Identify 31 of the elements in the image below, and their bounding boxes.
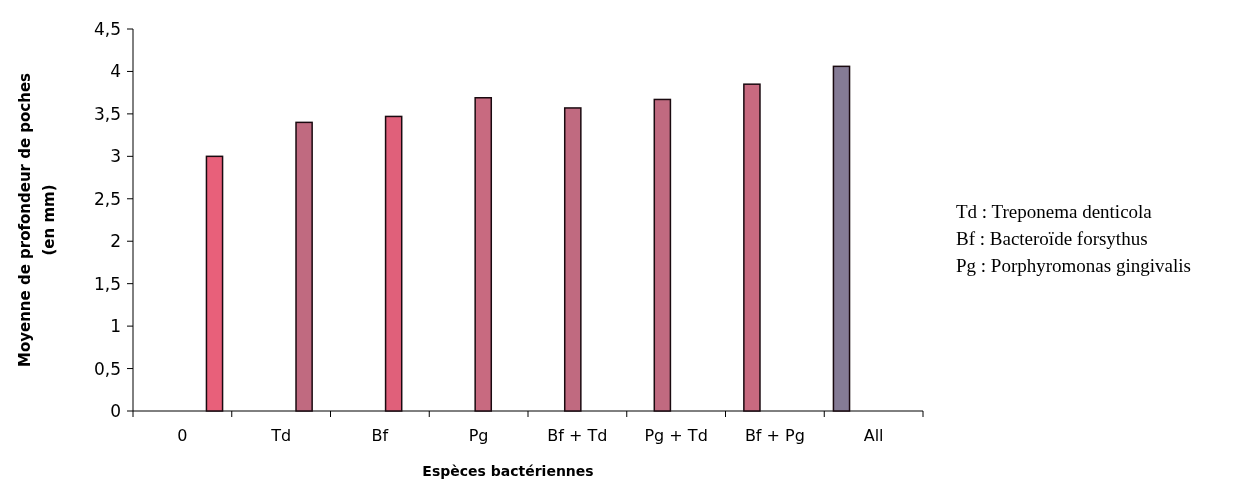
x-tick-label: Pg (468, 426, 489, 445)
x-tick-label: All (863, 426, 884, 445)
bar (832, 65, 851, 412)
bar (295, 121, 313, 412)
x-tick-label: Pg + Td (644, 426, 708, 445)
y-tick-label: 3,5 (93, 103, 121, 124)
bar (653, 98, 672, 412)
x-tick-label: 0 (177, 426, 188, 445)
y-tick-label: 1 (110, 316, 121, 337)
y-axis-title: Moyenne de profondeur de poches (en mm) (16, 72, 58, 368)
x-axis-title: Espèces bactériennes (422, 463, 594, 479)
x-tick-label: Td (270, 426, 292, 445)
bar (205, 155, 224, 412)
bar (563, 107, 582, 412)
y-tick-label: 4,5 (93, 18, 121, 39)
y-tick-label: 1,5 (93, 273, 121, 294)
bar (474, 97, 493, 412)
y-tick-label: 2 (110, 231, 121, 252)
text: Td : Treponema denticola (956, 201, 1153, 222)
text: Bf : Bacteroïde forsythus (956, 228, 1148, 249)
y-tick-label: 0,5 (93, 358, 121, 379)
x-tick-label: Bf + Td (547, 426, 608, 445)
bar (743, 83, 761, 412)
x-tick-label: Bf (371, 426, 389, 445)
y-tick-label: 2,5 (93, 188, 121, 209)
y-tick-label: 0 (110, 400, 121, 421)
text: Pg : Porphyromonas gingivalis (956, 255, 1191, 276)
y-tick-label: 3 (110, 146, 121, 167)
bar (384, 115, 403, 412)
y-tick-label: 4 (110, 61, 121, 82)
x-tick-label: Bf + Pg (744, 426, 805, 445)
